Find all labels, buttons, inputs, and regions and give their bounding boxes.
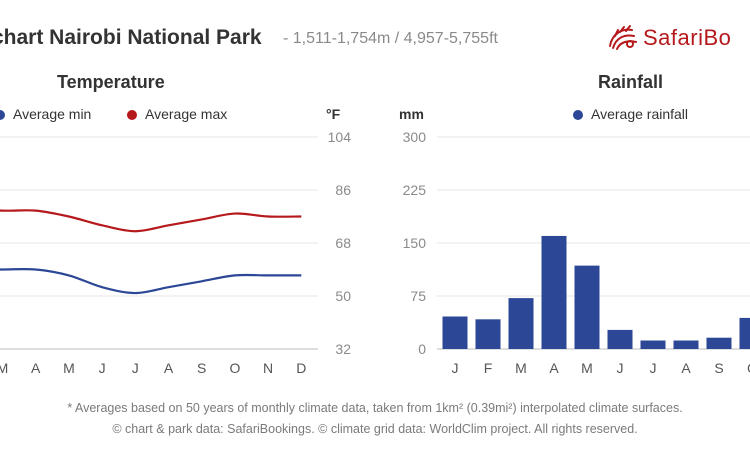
temp-y-tick: 104: [328, 129, 352, 145]
temp-x-tick: A: [31, 360, 41, 376]
legend-average-min[interactable]: Average min: [0, 106, 91, 122]
legend-average-rainfall[interactable]: Average rainfall: [573, 106, 688, 122]
legend-label-rainfall: Average rainfall: [591, 106, 689, 122]
rainfall-unit: mm: [399, 106, 424, 122]
temp-y-tick: 50: [335, 288, 351, 304]
rainfall-bar: [442, 316, 468, 349]
page-subtitle: - 1,511-1,754m / 4,957-5,755ft: [283, 30, 498, 47]
temp-x-tick: J: [132, 360, 139, 376]
average-max-line: [0, 209, 302, 233]
legend-marker-min: [0, 110, 5, 120]
rain-x-tick: M: [581, 360, 593, 376]
rain-x-tick: C: [747, 360, 750, 376]
temp-x-tick: O: [229, 360, 240, 376]
rainfall-bar: [541, 235, 567, 349]
rainfall-bar: [739, 317, 750, 349]
rain-x-tick: S: [714, 360, 723, 376]
rain-y-tick: 75: [410, 288, 426, 304]
temperature-chart-title: Temperature: [57, 72, 165, 92]
temp-x-tick: S: [197, 360, 206, 376]
footnote-methodology: * Averages based on 50 years of monthly …: [67, 401, 683, 415]
safaribookings-logo[interactable]: SafariBo: [606, 24, 750, 54]
logo-text: SafariBo: [643, 25, 732, 50]
rainfall-chart-title: Rainfall: [598, 72, 664, 92]
temp-y-tick: 86: [335, 182, 351, 198]
rainfall-bar: [706, 337, 732, 349]
legend-marker-rainfall: [573, 110, 583, 120]
temp-x-tick: M: [0, 360, 8, 376]
rainfall-bar: [475, 319, 501, 349]
rainfall-bar: [574, 265, 600, 349]
temp-x-tick: N: [263, 360, 273, 376]
rainfall-bar: [607, 329, 633, 349]
rain-x-tick: A: [681, 360, 691, 376]
page-title: chart Nairobi National Park: [0, 26, 262, 49]
rain-y-tick: 300: [403, 129, 427, 145]
rain-x-tick: A: [549, 360, 559, 376]
temp-y-tick: 32: [335, 341, 351, 357]
temperature-chart: 104 86 68 50 32 M A M J J A S O N D: [0, 129, 351, 376]
temp-x-tick: J: [99, 360, 106, 376]
legend-label-max: Average max: [145, 106, 228, 122]
rain-x-tick: M: [515, 360, 527, 376]
legend-marker-max: [127, 110, 137, 120]
rain-y-tick: 150: [403, 235, 427, 251]
temperature-unit: °F: [326, 106, 341, 122]
rainfall-chart: 300 225 150 75 0 J F M A M J J A S C: [403, 129, 750, 376]
legend-average-max[interactable]: Average max: [127, 106, 227, 122]
lion-icon: [609, 25, 637, 50]
rain-x-tick: F: [484, 360, 493, 376]
legend-label-min: Average min: [13, 106, 92, 122]
rain-y-tick: 225: [403, 182, 427, 198]
temp-x-tick: M: [63, 360, 75, 376]
rain-x-tick: J: [452, 360, 459, 376]
rainfall-bar: [673, 340, 699, 349]
rain-x-tick: J: [650, 360, 657, 376]
temp-x-tick: A: [164, 360, 174, 376]
rainfall-bar: [640, 340, 666, 349]
temp-y-tick: 68: [335, 235, 351, 251]
title-row: chart Nairobi National Park - 1,511-1,75…: [0, 22, 750, 56]
rain-y-tick: 0: [418, 341, 426, 357]
rainfall-bar: [508, 298, 534, 349]
average-min-line: [0, 267, 302, 295]
footnote-copyright: © chart & park data: SafariBookings. © c…: [112, 422, 638, 436]
temp-x-tick: D: [296, 360, 306, 376]
rain-x-tick: J: [617, 360, 624, 376]
